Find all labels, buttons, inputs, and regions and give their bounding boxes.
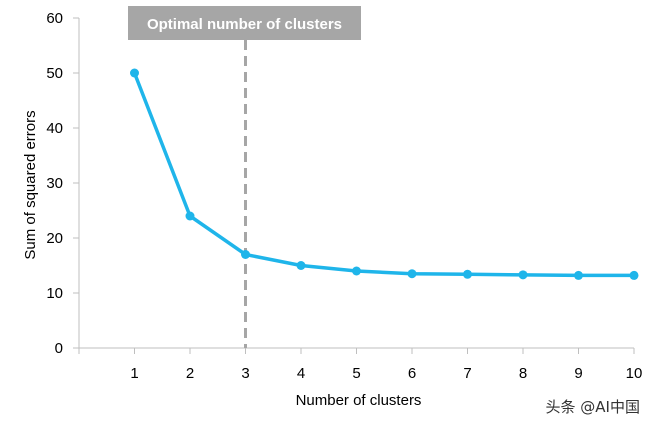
- annotation-box: [128, 6, 361, 40]
- data-point: [629, 270, 639, 280]
- y-tick-label: 10: [46, 285, 63, 302]
- series-group: [130, 68, 639, 280]
- y-tick-label: 60: [46, 10, 63, 27]
- x-tick-label: 7: [463, 365, 471, 382]
- y-tick-label: 50: [46, 65, 63, 82]
- data-point: [463, 269, 472, 279]
- x-tick-label: 2: [186, 365, 194, 382]
- data-point: [241, 250, 250, 259]
- data-point: [407, 269, 417, 279]
- data-point: [518, 270, 528, 280]
- x-tick-label: 1: [130, 365, 138, 382]
- y-tick-label: 40: [46, 120, 63, 137]
- y-tick-label: 0: [55, 340, 63, 357]
- data-point: [185, 211, 195, 221]
- ticks: 0 10 20 30 40 50 60 1 2 3 4 5 6 7 8 9 10: [46, 10, 642, 382]
- x-tick-label: 10: [626, 365, 643, 382]
- x-axis-title: Number of clusters: [296, 392, 422, 409]
- data-point: [574, 270, 583, 280]
- y-axis-title: Sum of squared errors: [22, 110, 39, 259]
- watermark: 头条 @AI中国: [546, 398, 640, 416]
- x-tick-label: 3: [241, 365, 249, 382]
- y-tick-label: 20: [46, 230, 63, 247]
- x-tick-label: 4: [297, 365, 305, 382]
- annotation: Optimal number of clusters: [128, 6, 361, 348]
- axes: [78, 18, 634, 349]
- x-tick-label: 8: [519, 365, 527, 382]
- series-line: [132, 71, 636, 278]
- x-tick-label: 5: [352, 365, 360, 382]
- data-point: [296, 261, 306, 270]
- annotation-label: Optimal number of clusters: [147, 16, 342, 33]
- x-tick-label: 9: [574, 365, 582, 382]
- data-point: [130, 68, 139, 78]
- y-tick-label: 30: [46, 175, 63, 192]
- x-tick-label: 6: [408, 365, 416, 382]
- data-point: [352, 266, 361, 276]
